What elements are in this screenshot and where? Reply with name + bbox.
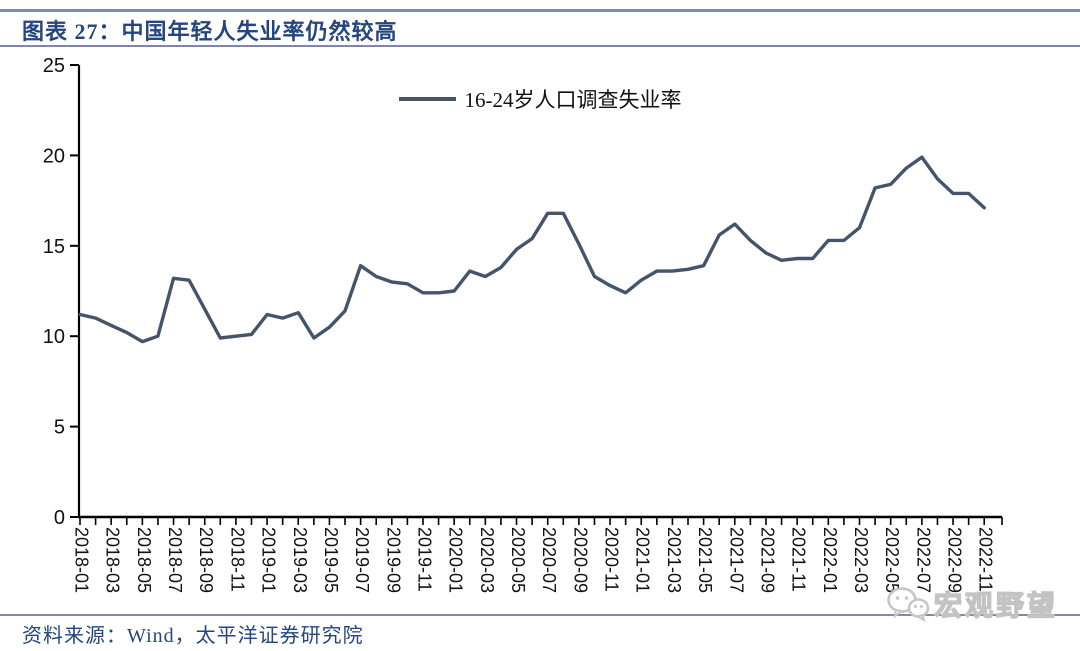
x-tick-label: 2019-03 <box>290 527 310 593</box>
x-tick-label: 2018-05 <box>134 527 154 593</box>
x-tick-label: 2022-01 <box>820 527 840 593</box>
source-note: 资料来源：Wind，太平洋证券研究院 <box>22 625 364 647</box>
x-tick-label: 2020-07 <box>539 527 559 593</box>
footer-divider <box>0 614 1080 616</box>
top-divider <box>0 9 1080 12</box>
x-tick-label: 2021-07 <box>726 527 746 593</box>
x-tick-label: 2018-03 <box>103 527 123 593</box>
x-tick-label: 2020-05 <box>508 527 528 593</box>
x-tick-label: 2021-09 <box>757 527 777 593</box>
x-tick-label: 2022-03 <box>851 527 871 593</box>
x-tick-label: 2020-11 <box>602 527 622 592</box>
x-tick-label: 2022-07 <box>913 527 933 593</box>
page-title: 图表 27：中国年轻人失业率仍然较高 <box>22 19 398 44</box>
watermark-text: 宏观野望 <box>933 589 1059 621</box>
x-tick-label: 2021-11 <box>789 527 809 592</box>
x-tick-label: 2019-01 <box>259 527 279 593</box>
x-tick-label: 2020-01 <box>446 527 466 593</box>
unemployment-rate-line <box>78 155 986 344</box>
x-tick-label: 2018-11 <box>227 527 247 592</box>
y-tick-label: 5 <box>54 417 65 439</box>
x-tick-label: 2020-03 <box>477 527 497 593</box>
y-tick-label: 25 <box>43 55 65 77</box>
watermark: 宏观野望 <box>886 584 1058 624</box>
x-tick-label: 2019-05 <box>321 527 341 593</box>
x-tick-label: 2019-11 <box>414 527 434 592</box>
y-tick-label: 15 <box>43 236 65 258</box>
x-tick-label: 2020-09 <box>570 527 590 593</box>
x-tick-label: 2021-01 <box>633 527 653 593</box>
x-tick-label: 2018-01 <box>72 527 92 593</box>
title-divider <box>0 45 1080 47</box>
x-tick-label: 2021-05 <box>695 527 715 593</box>
x-tick-label: 2018-09 <box>196 527 216 593</box>
y-tick-label: 20 <box>43 145 65 167</box>
x-tick-label: 2018-07 <box>165 527 185 593</box>
x-tick-label: 2021-03 <box>664 527 684 593</box>
legend-line-swatch <box>398 97 456 101</box>
y-tick-label: 10 <box>43 326 65 348</box>
wechat-icon <box>887 587 930 622</box>
x-tick-label: 2019-09 <box>383 527 403 593</box>
x-tick-label: 2022-09 <box>945 527 965 593</box>
x-tick-label: 2022-11 <box>976 527 996 592</box>
chart-legend: 16-24岁人口调查失业率 <box>0 84 1080 114</box>
legend-label: 16-24岁人口调查失业率 <box>464 88 682 112</box>
x-tick-label: 2022-05 <box>882 527 902 593</box>
y-tick-label: 0 <box>54 507 65 529</box>
x-tick-label: 2019-07 <box>352 527 372 593</box>
